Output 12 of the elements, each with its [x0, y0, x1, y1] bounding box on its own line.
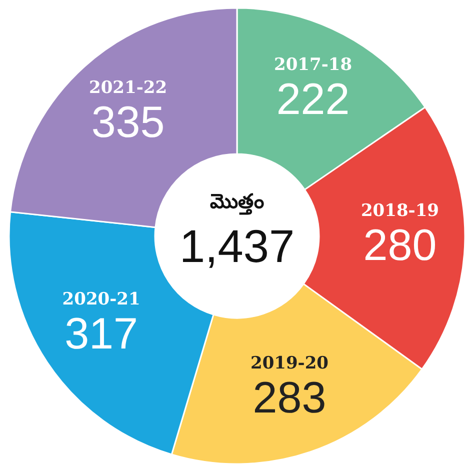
slice-label: 2019-20: [250, 353, 329, 374]
data-label: 222: [276, 74, 350, 124]
slice-label: 2018-19: [360, 200, 440, 221]
text: 1,437: [179, 220, 295, 272]
slice-label: 2021-22: [88, 78, 168, 98]
slice-label: 2017-18: [274, 54, 352, 75]
text: మొత్తం: [210, 191, 264, 215]
data-label: 283: [252, 373, 326, 422]
data-label: 317: [64, 309, 138, 358]
slice-label: 2020-21: [62, 289, 140, 310]
data-label: 335: [91, 98, 165, 147]
data-label: 280: [363, 220, 437, 270]
